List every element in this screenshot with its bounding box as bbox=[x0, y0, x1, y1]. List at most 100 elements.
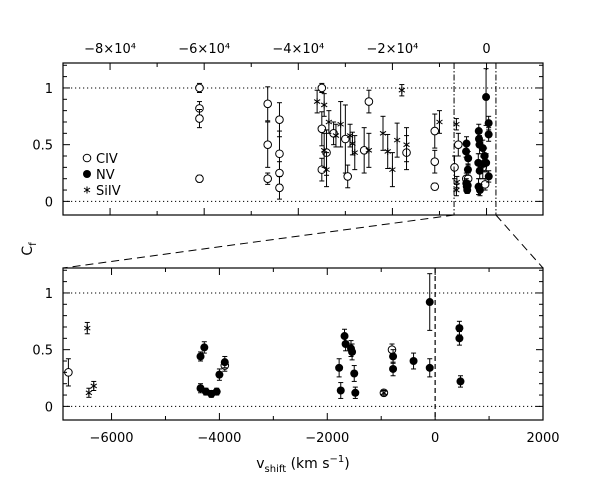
zoom-connector-right bbox=[495, 214, 544, 269]
top-civ-point-22 bbox=[430, 149, 440, 174]
top-siiv-point-3 bbox=[323, 152, 330, 188]
top-civ-point-19 bbox=[364, 89, 374, 114]
bottom-nv-point-17 bbox=[389, 361, 398, 377]
top-xtick-label-2: −4×10⁴ bbox=[272, 42, 324, 57]
top-xtick-label-4: 0 bbox=[482, 42, 490, 57]
top-civ-point-21 bbox=[430, 113, 440, 149]
bottom-xtick-label-2: −2000 bbox=[305, 431, 349, 446]
bottom-nv-point-13 bbox=[348, 343, 357, 361]
bottom-siiv-point-3 bbox=[380, 389, 388, 397]
top-nv-point-22 bbox=[484, 170, 493, 183]
top-xtick-label-1: −6×10⁴ bbox=[178, 42, 230, 57]
top-siiv-point-13 bbox=[389, 152, 396, 188]
legend-siiv-marker bbox=[83, 186, 91, 194]
bottom-siiv-point-1 bbox=[85, 387, 93, 398]
bottom-nv-point-5 bbox=[212, 387, 221, 396]
top-civ-point-16 bbox=[341, 104, 350, 174]
top-civ-point-2 bbox=[195, 109, 204, 129]
bottom-ytick-label-2: 1 bbox=[45, 287, 53, 302]
top-xtick-label-0: −8×10⁴ bbox=[84, 42, 136, 57]
bottom-nv-point-7 bbox=[220, 355, 229, 369]
top-ytick-label-0: 0 bbox=[45, 195, 53, 210]
bottom-nv-point-23 bbox=[456, 375, 465, 388]
bottom-ytick-label-0: 0 bbox=[45, 400, 53, 415]
bottom-nv-point-0 bbox=[196, 351, 205, 362]
top-siiv-point-9 bbox=[351, 135, 359, 171]
bottom-nv-point-18 bbox=[409, 352, 418, 370]
top-civ-point-4 bbox=[263, 86, 273, 122]
top-siiv-point-12 bbox=[384, 133, 391, 169]
top-panel-ticks: −8×10⁴ −6×10⁴ −4×10⁴ −2×10⁴ 0 0 0.5 1 bbox=[32, 42, 543, 215]
bottom-nv-point-11 bbox=[341, 336, 350, 352]
top-civ-point-1 bbox=[195, 101, 204, 116]
top-nv-point-2 bbox=[462, 136, 471, 151]
zoom-connector-left bbox=[62, 214, 455, 269]
top-nv-point-7 bbox=[464, 150, 473, 166]
bottom-panel-marks bbox=[63, 268, 543, 420]
top-nv-point-6 bbox=[463, 163, 472, 176]
legend-civ-label: CIV bbox=[96, 152, 118, 167]
top-siiv-point-20 bbox=[453, 175, 461, 189]
legend-nv-marker bbox=[83, 170, 91, 178]
top-civ-point-5 bbox=[263, 121, 273, 168]
top-siiv-point-0 bbox=[313, 89, 321, 114]
top-civ-point-13 bbox=[317, 157, 327, 182]
top-xtick-label-3: −2×10⁴ bbox=[367, 42, 419, 57]
bottom-xtick-label-3: 0 bbox=[431, 431, 439, 446]
top-nv-point-21 bbox=[484, 127, 493, 142]
top-civ-point-6 bbox=[263, 172, 273, 185]
top-ytick-label-1: 0.5 bbox=[32, 139, 53, 154]
x-axis-title: vshift (km s−1) bbox=[256, 454, 350, 475]
top-civ-point-18 bbox=[359, 127, 369, 174]
bottom-siiv-point-2 bbox=[90, 380, 98, 392]
top-ytick-label-2: 1 bbox=[45, 82, 53, 97]
bottom-ytick-label-1: 0.5 bbox=[32, 344, 53, 359]
top-siiv-point-10 bbox=[365, 132, 373, 168]
bottom-nv-point-14 bbox=[350, 365, 359, 382]
bottom-nv-point-8 bbox=[335, 358, 344, 378]
bottom-nv-point-22 bbox=[455, 331, 464, 346]
top-nv-point-14 bbox=[475, 183, 484, 197]
top-civ-point-23 bbox=[430, 182, 440, 191]
top-plot-frame bbox=[62, 62, 544, 216]
bottom-siiv-point-0 bbox=[83, 321, 91, 335]
legend-nv-label: NV bbox=[96, 168, 115, 183]
bottom-nv-point-6 bbox=[215, 368, 224, 381]
top-civ-point-10 bbox=[275, 175, 284, 200]
y-axis-title: Cf bbox=[20, 242, 39, 256]
top-siiv-point-17 bbox=[436, 110, 443, 134]
top-panel-marks bbox=[63, 68, 543, 202]
top-civ-point-11 bbox=[317, 82, 327, 93]
top-panel: −8×10⁴ −6×10⁴ −4×10⁴ −2×10⁴ 0 0 0.5 1 CIV NV Si… bbox=[32, 42, 544, 216]
bottom-nv-point-2 bbox=[200, 341, 209, 354]
top-siiv-point-5 bbox=[332, 123, 340, 148]
top-nv-point-5 bbox=[463, 180, 472, 191]
bottom-nv-point-15 bbox=[351, 386, 360, 399]
top-civ-point-17 bbox=[343, 164, 353, 189]
top-siiv-point-1 bbox=[320, 93, 328, 117]
legend-siiv-label: SiIV bbox=[96, 184, 121, 199]
legend: CIV NV SiIV bbox=[82, 152, 121, 199]
top-civ-point-25 bbox=[453, 132, 463, 157]
top-civ-point-3 bbox=[195, 174, 204, 184]
top-siiv-point-14 bbox=[393, 122, 401, 158]
top-civ-point-0 bbox=[195, 82, 204, 93]
top-civ-point-12 bbox=[317, 111, 327, 147]
top-siiv-point-16 bbox=[403, 127, 410, 163]
bottom-panel: −6000 −4000 −2000 0 2000 0 0.5 1 bbox=[32, 267, 560, 446]
bottom-xtick-label-0: −6000 bbox=[90, 431, 134, 446]
top-siiv-point-11 bbox=[379, 115, 387, 151]
bottom-nv-point-9 bbox=[336, 382, 345, 399]
top-siiv-point-15 bbox=[398, 84, 406, 97]
bottom-plot-frame bbox=[62, 267, 544, 421]
bottom-panel-ticks: −6000 −4000 −2000 0 2000 0 0.5 1 bbox=[32, 268, 560, 446]
top-siiv-point-2 bbox=[320, 132, 328, 168]
bottom-civ-point-0 bbox=[64, 358, 73, 387]
top-nv-point-19 bbox=[482, 153, 491, 173]
bottom-xtick-label-4: 2000 bbox=[526, 431, 559, 446]
top-siiv-point-6 bbox=[337, 101, 344, 148]
legend-civ-marker bbox=[82, 153, 92, 163]
top-siiv-point-4 bbox=[325, 110, 333, 134]
bottom-nv-point-19 bbox=[425, 273, 434, 331]
